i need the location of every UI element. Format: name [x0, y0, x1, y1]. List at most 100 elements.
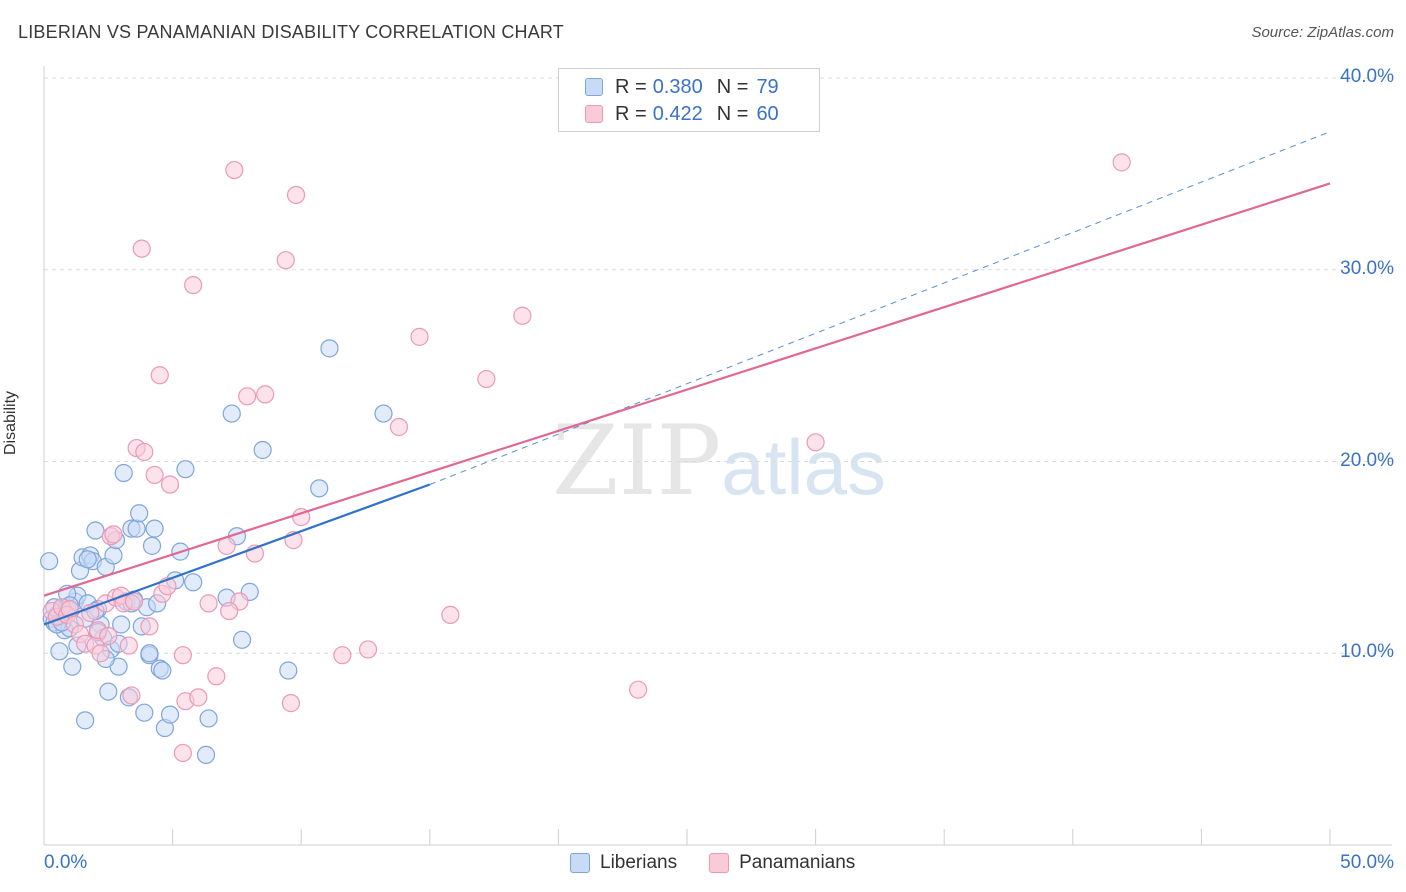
panamanians-swatch: [585, 105, 603, 123]
panamanian-point: [104, 525, 123, 544]
panamanian-point: [145, 465, 164, 485]
panamanian-point: [150, 366, 169, 385]
panamanians-points: [42, 153, 1131, 763]
r-value: 0.422: [652, 102, 703, 125]
grid-lines: [44, 77, 1392, 654]
panamanian-point: [1112, 153, 1131, 172]
trend-lines: [43, 131, 1331, 626]
liberians-points: [40, 339, 393, 764]
y-tick-label: 20.0%: [1340, 449, 1394, 471]
r-label: R =: [615, 75, 647, 98]
panamanian-point: [119, 636, 138, 655]
panamanian-point: [189, 688, 208, 707]
liberian-point: [114, 463, 133, 483]
liberian-point: [86, 521, 105, 540]
liberian-point: [104, 546, 123, 565]
liberian-point: [127, 519, 146, 538]
n-value: 60: [756, 102, 779, 125]
panamanian-point: [256, 385, 275, 404]
panamanian-point: [184, 275, 203, 295]
n-label: N =: [716, 75, 749, 98]
stats-legend: R = 0.380 N = 79 R = 0.422 N = 60: [558, 68, 820, 132]
y-tick-label: 30.0%: [1340, 257, 1394, 279]
legend-row-panamanians: R = 0.422 N = 60: [585, 102, 779, 126]
source-credit: Source: ZipAtlas.com: [1251, 24, 1394, 41]
panamanian-point: [410, 327, 429, 346]
axes: [43, 66, 1392, 846]
panamanian-point: [281, 694, 301, 713]
panamanian-point: [513, 306, 532, 325]
liberian-point: [40, 552, 59, 571]
liberian-point: [112, 615, 131, 634]
legend-label: Panamanians: [739, 852, 856, 873]
panamanians-trend-line: [43, 182, 1331, 597]
liberian-point: [232, 630, 252, 649]
panamanian-point: [238, 387, 257, 406]
panamanian-point: [173, 646, 192, 665]
liberian-point: [279, 661, 298, 680]
legend-item-panamanians[interactable]: Panamanians: [709, 852, 855, 874]
panamanian-point: [122, 686, 141, 705]
chart-title: LIBERIAN VS PANAMANIAN DISABILITY CORREL…: [18, 22, 564, 42]
liberians-trend-line: [43, 483, 431, 626]
panamanian-point: [135, 442, 154, 462]
panamanian-point: [140, 617, 159, 636]
liberians-swatch: [585, 78, 603, 96]
y-tick-label: 40.0%: [1340, 66, 1394, 87]
liberian-point: [253, 440, 272, 460]
panamanian-point: [199, 594, 218, 613]
legend-row-liberians: R = 0.380 N = 79: [585, 75, 779, 99]
panamanian-point: [124, 592, 144, 611]
panamanian-point: [99, 626, 118, 646]
panamanian-point: [276, 251, 295, 270]
liberian-point: [140, 644, 159, 663]
liberian-point: [99, 682, 118, 701]
panamanian-point: [477, 369, 496, 389]
panamanian-point: [629, 680, 648, 699]
panamanian-point: [389, 417, 409, 437]
liberian-point: [222, 404, 241, 423]
liberian-point: [130, 504, 149, 523]
panamanian-point: [225, 160, 244, 180]
liberian-point: [50, 642, 69, 661]
liberian-point: [320, 339, 339, 358]
panamanian-point: [160, 475, 180, 494]
liberian-point: [176, 460, 195, 479]
liberians-trend-extension: [429, 131, 1331, 485]
r-label: R =: [615, 102, 647, 125]
panamanian-point: [220, 601, 239, 621]
liberian-point: [199, 709, 218, 728]
y-tick-label: 10.0%: [1340, 641, 1394, 663]
panamanian-point: [441, 605, 460, 625]
liberian-point: [145, 519, 164, 538]
panamanian-point: [286, 185, 306, 205]
r-value: 0.380: [652, 75, 703, 98]
panamanian-point: [173, 743, 192, 763]
liberian-point: [142, 536, 162, 555]
panamanian-point: [132, 239, 151, 258]
panamanian-point: [358, 640, 378, 659]
liberians-swatch: [570, 853, 590, 873]
n-label: N =: [716, 102, 749, 125]
legend-label: Liberians: [600, 852, 678, 873]
watermark-atlas: atlas: [721, 423, 886, 511]
liberian-point: [374, 404, 393, 423]
liberian-point: [78, 550, 97, 569]
liberian-point: [310, 479, 329, 498]
panamanians-swatch: [709, 853, 730, 873]
series-legend: Liberians Panamanians: [570, 852, 887, 874]
x-tick-label-min: 0.0%: [44, 852, 88, 873]
panamanian-point: [333, 646, 352, 665]
y-axis-label: Disability: [2, 390, 19, 455]
liberian-point: [135, 703, 154, 722]
liberian-point: [153, 661, 172, 680]
panamanian-point: [91, 644, 110, 663]
liberian-point: [160, 705, 180, 724]
legend-item-liberians[interactable]: Liberians: [570, 852, 677, 874]
panamanian-point: [806, 433, 825, 452]
liberian-point: [76, 711, 95, 730]
liberian-point: [63, 657, 82, 676]
liberian-point: [184, 573, 203, 592]
liberian-point: [196, 745, 216, 764]
